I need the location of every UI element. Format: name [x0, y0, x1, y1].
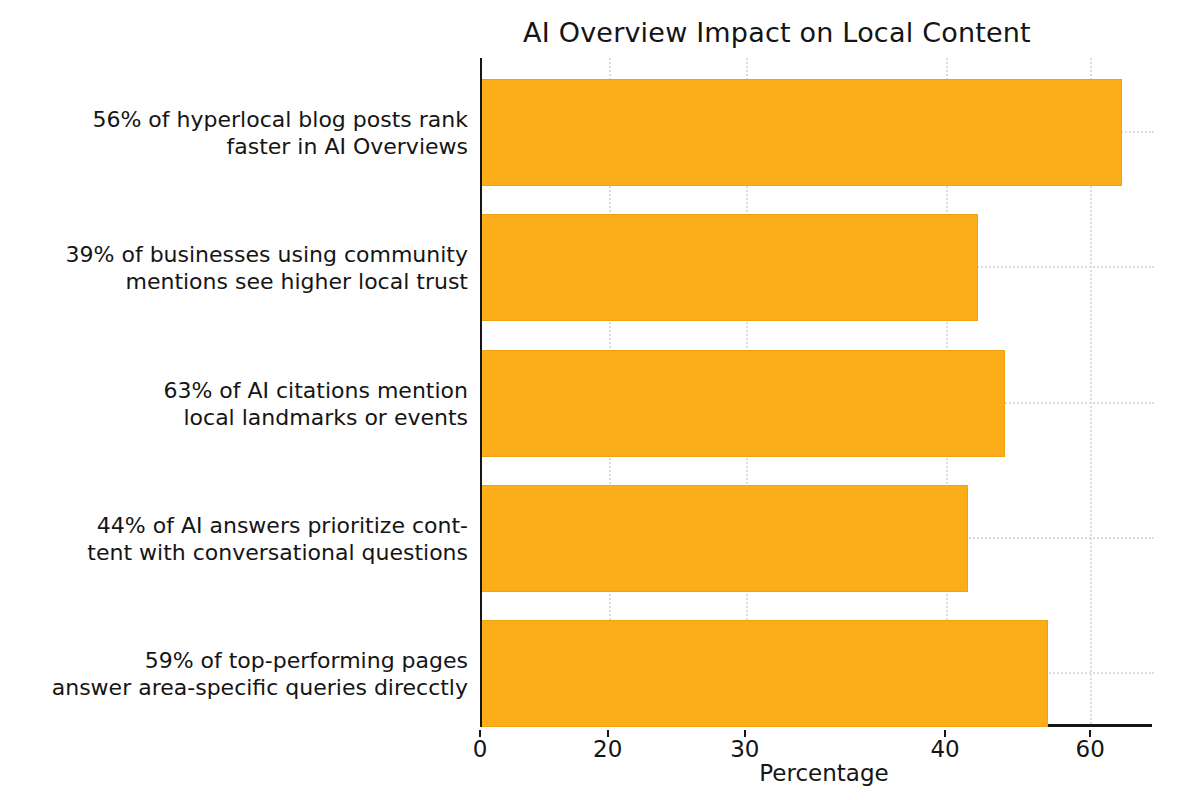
plot-area — [480, 58, 1152, 727]
category-label-line: faster in AI Overviews — [18, 133, 468, 160]
bar — [482, 620, 1048, 727]
x-tick-label: 20 — [593, 736, 622, 762]
bar — [482, 485, 968, 592]
x-tick-label: 60 — [1076, 736, 1105, 762]
x-tick-label: 0 — [473, 736, 488, 762]
bar — [482, 350, 1005, 457]
category-label-line: 39% of businesses using community — [18, 241, 468, 268]
category-label-line: 44% of AI answers prioritize cont- — [18, 512, 468, 539]
figure: AI Overview Impact on Local Content 56% … — [0, 0, 1200, 800]
category-label-line: local landmarks or events — [18, 404, 468, 431]
category-label: 56% of hyperlocal blog posts rankfaster … — [18, 106, 468, 160]
x-tick-label: 30 — [730, 736, 759, 762]
bar — [482, 214, 978, 321]
category-labels: 56% of hyperlocal blog posts rankfaster … — [18, 0, 468, 800]
category-label-line: tent with conversational questions — [18, 539, 468, 566]
category-label-line: mentions see higher local trust — [18, 268, 468, 295]
bars-layer — [482, 58, 1152, 724]
category-label: 39% of businesses using communitymention… — [18, 241, 468, 295]
x-tick-label: 40 — [930, 736, 959, 762]
category-label-line: 56% of hyperlocal blog posts rank — [18, 106, 468, 133]
x-axis-title: Percentage — [480, 760, 1168, 786]
category-label: 63% of AI citations mentionlocal landmar… — [18, 377, 468, 431]
category-label-line: answer area-specific queries direcctly — [18, 674, 468, 701]
chart-title: AI Overview Impact on Local Content — [447, 17, 1107, 48]
bar — [482, 79, 1122, 186]
category-label: 44% of AI answers prioritize cont-tent w… — [18, 512, 468, 566]
category-label-line: 63% of AI citations mention — [18, 377, 468, 404]
category-label: 59% of top-performing pagesanswer area-s… — [18, 647, 468, 701]
category-label-line: 59% of top-performing pages — [18, 647, 468, 674]
